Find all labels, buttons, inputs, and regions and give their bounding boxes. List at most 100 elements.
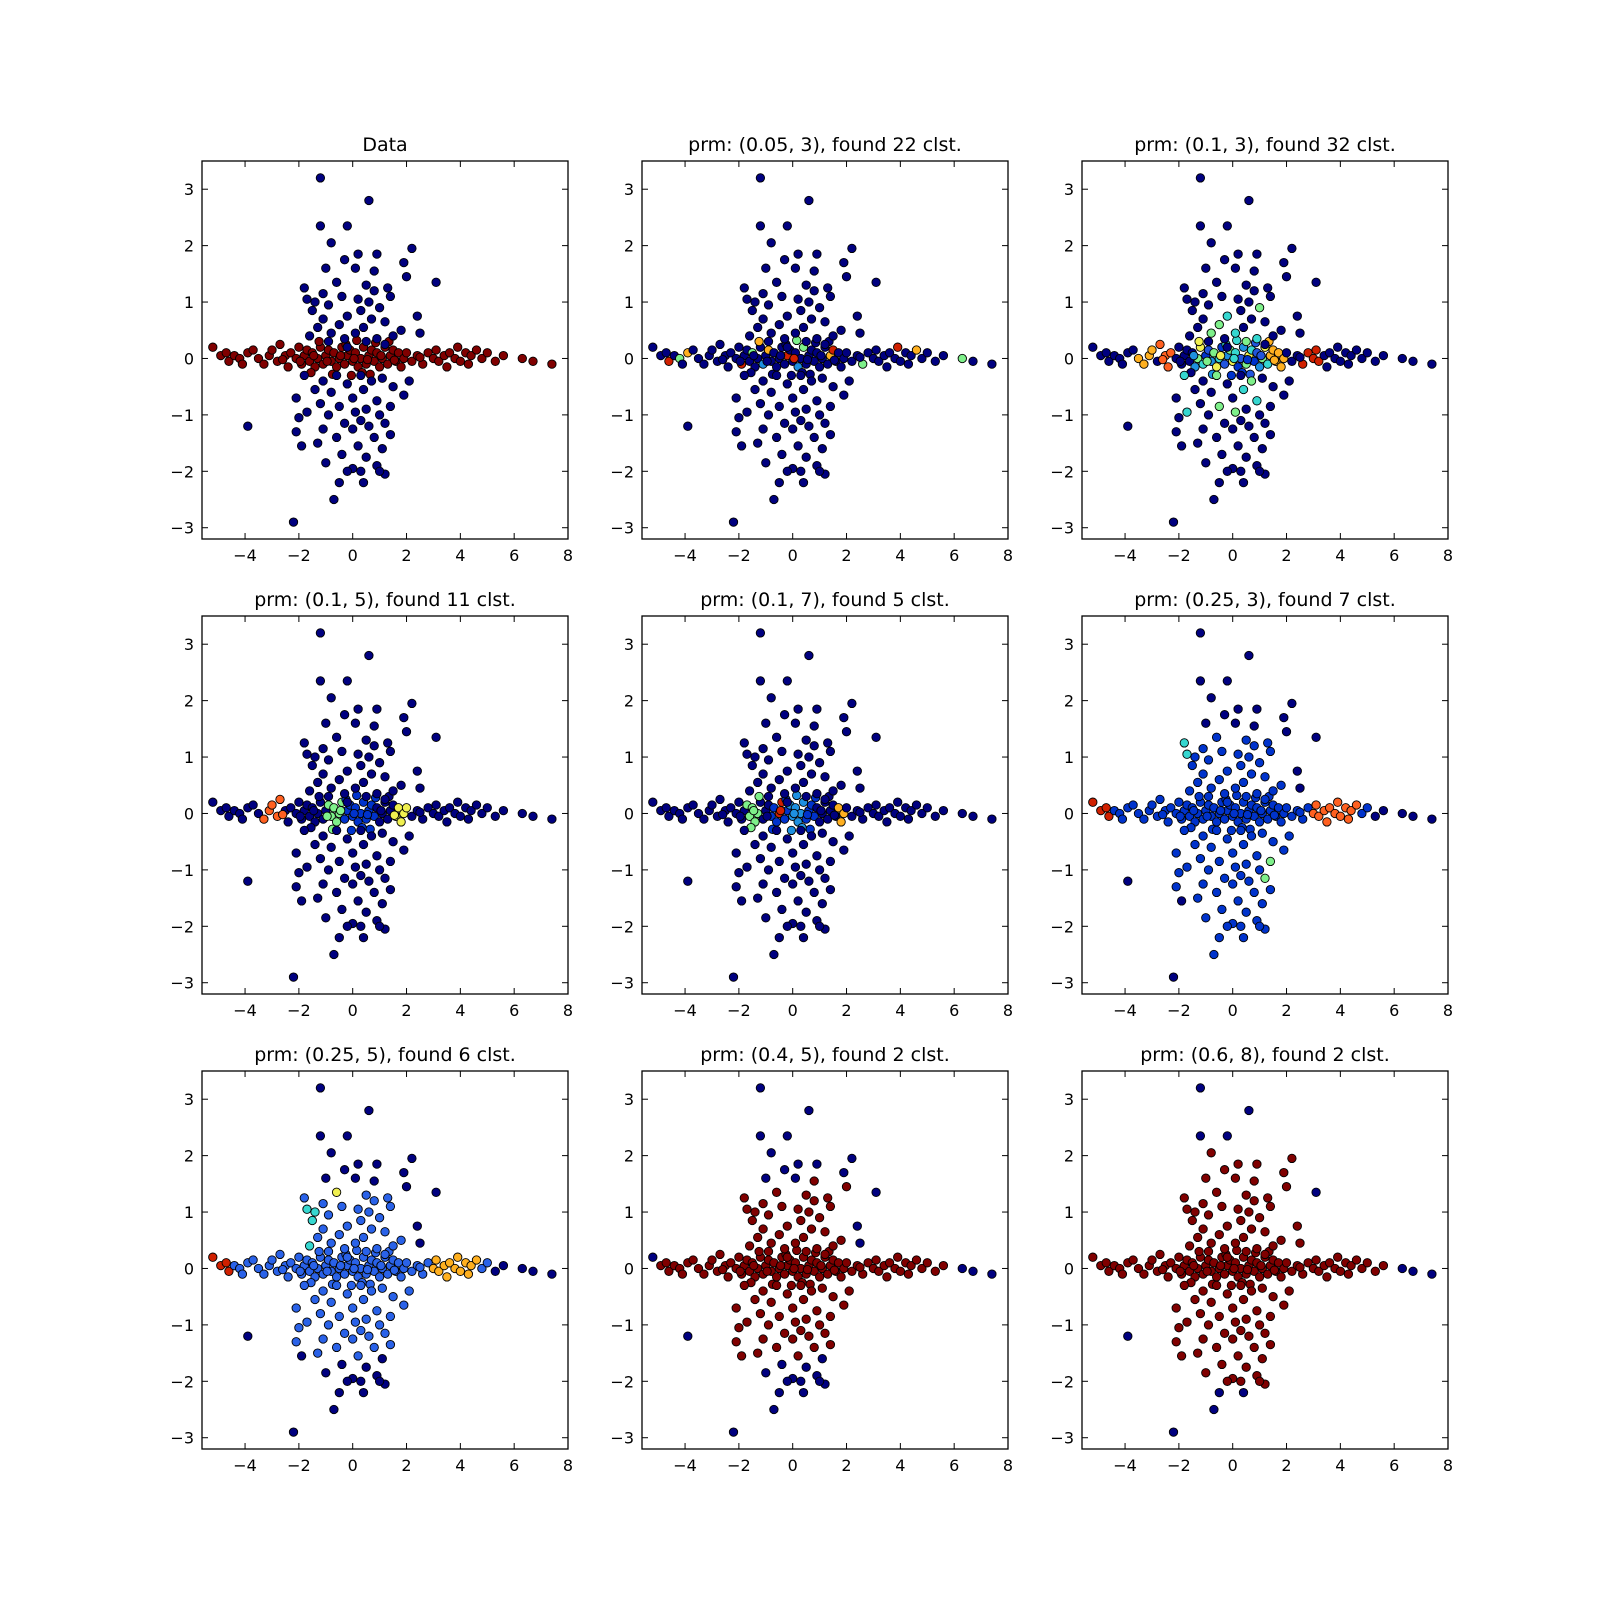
- data-point: [1346, 1260, 1356, 1271]
- data-point: [839, 390, 849, 400]
- data-point: [377, 373, 387, 383]
- data-point: [753, 777, 763, 788]
- axes-frame: [641, 160, 1009, 540]
- data-point: [1198, 376, 1208, 386]
- data-point: [820, 317, 830, 327]
- data-point: [380, 1249, 390, 1260]
- x-tick-label: 2: [1281, 1001, 1291, 1020]
- data-point: [221, 348, 231, 358]
- data-point: [1238, 932, 1249, 943]
- data-point: [817, 444, 827, 454]
- data-point: [358, 1294, 369, 1305]
- data-point: [294, 868, 304, 878]
- data-point: [323, 300, 334, 310]
- data-point: [1198, 831, 1208, 841]
- data-point: [339, 418, 350, 428]
- data-point: [793, 896, 803, 906]
- data-point: [356, 1325, 366, 1336]
- data-point: [221, 803, 231, 813]
- data-point: [466, 350, 476, 361]
- data-point: [275, 339, 285, 350]
- data-point: [346, 370, 357, 381]
- data-point: [313, 322, 323, 333]
- data-point: [987, 359, 997, 369]
- data-point: [337, 449, 347, 460]
- data-point: [841, 727, 852, 737]
- data-point: [407, 356, 417, 366]
- y-tick-label: −3: [1050, 1429, 1074, 1448]
- data-point: [1241, 791, 1251, 802]
- data-point: [1335, 356, 1346, 366]
- data-point: [326, 1148, 336, 1158]
- data-point: [1408, 356, 1418, 366]
- data-point: [331, 732, 342, 742]
- data-point: [1263, 738, 1273, 748]
- y-tick-label: 3: [184, 180, 194, 199]
- data-point: [1244, 650, 1254, 661]
- data-point: [796, 1215, 806, 1226]
- data-point: [361, 280, 371, 290]
- data-point: [294, 1323, 304, 1333]
- data-point: [374, 466, 385, 476]
- data-point: [753, 1348, 763, 1358]
- data-point: [349, 353, 359, 364]
- data-point: [1147, 800, 1157, 810]
- data-point: [755, 676, 766, 686]
- data-point: [1214, 319, 1224, 330]
- data-point: [735, 1266, 745, 1276]
- data-point: [731, 848, 741, 858]
- data-point: [415, 328, 425, 338]
- data-point: [404, 376, 414, 386]
- data-point: [1195, 1131, 1206, 1141]
- data-point: [699, 814, 709, 824]
- data-point: [804, 421, 814, 431]
- data-point: [1335, 1266, 1346, 1276]
- y-tick-label: 3: [184, 635, 194, 654]
- data-point: [346, 825, 357, 836]
- x-tick-label: 6: [1389, 546, 1399, 565]
- data-point: [755, 628, 766, 638]
- data-point: [353, 441, 363, 451]
- data-point: [1206, 842, 1216, 852]
- data-point: [812, 1159, 822, 1169]
- data-point: [1244, 752, 1254, 762]
- data-point: [1427, 814, 1437, 824]
- data-point: [723, 362, 733, 372]
- data-point: [763, 791, 774, 802]
- data-point: [310, 297, 320, 307]
- data-point: [401, 803, 412, 813]
- data-point: [517, 353, 527, 364]
- data-point: [1287, 811, 1297, 821]
- data-point: [1284, 831, 1294, 841]
- data-point: [1252, 1159, 1262, 1169]
- data-point: [1276, 1235, 1286, 1245]
- data-point: [310, 1294, 320, 1305]
- data-point: [1222, 1376, 1232, 1386]
- data-point: [388, 331, 398, 341]
- data-point: [1211, 887, 1222, 898]
- data-point: [825, 291, 836, 302]
- subplot-title: prm: (0.1, 3), found 32 clst.: [1134, 134, 1396, 156]
- data-point: [801, 1314, 811, 1324]
- x-tick-label: 4: [1335, 1001, 1345, 1020]
- data-point: [334, 319, 344, 330]
- y-tick-label: 2: [184, 692, 194, 711]
- data-point: [1357, 808, 1367, 819]
- data-point: [782, 921, 792, 931]
- data-point: [1179, 825, 1189, 836]
- data-point: [1222, 1131, 1232, 1141]
- data-point: [1187, 1215, 1197, 1226]
- data-point: [1198, 1198, 1208, 1209]
- data-point: [364, 1331, 374, 1341]
- data-point: [1222, 834, 1232, 844]
- data-point: [801, 859, 811, 869]
- y-tick-label: −1: [610, 1316, 634, 1335]
- data-point: [779, 255, 790, 265]
- data-point: [766, 783, 776, 793]
- data-point: [323, 1246, 334, 1257]
- data-point: [1147, 345, 1157, 355]
- data-point: [267, 345, 277, 355]
- data-point: [1174, 868, 1184, 878]
- data-point: [828, 786, 838, 796]
- data-point: [401, 727, 412, 737]
